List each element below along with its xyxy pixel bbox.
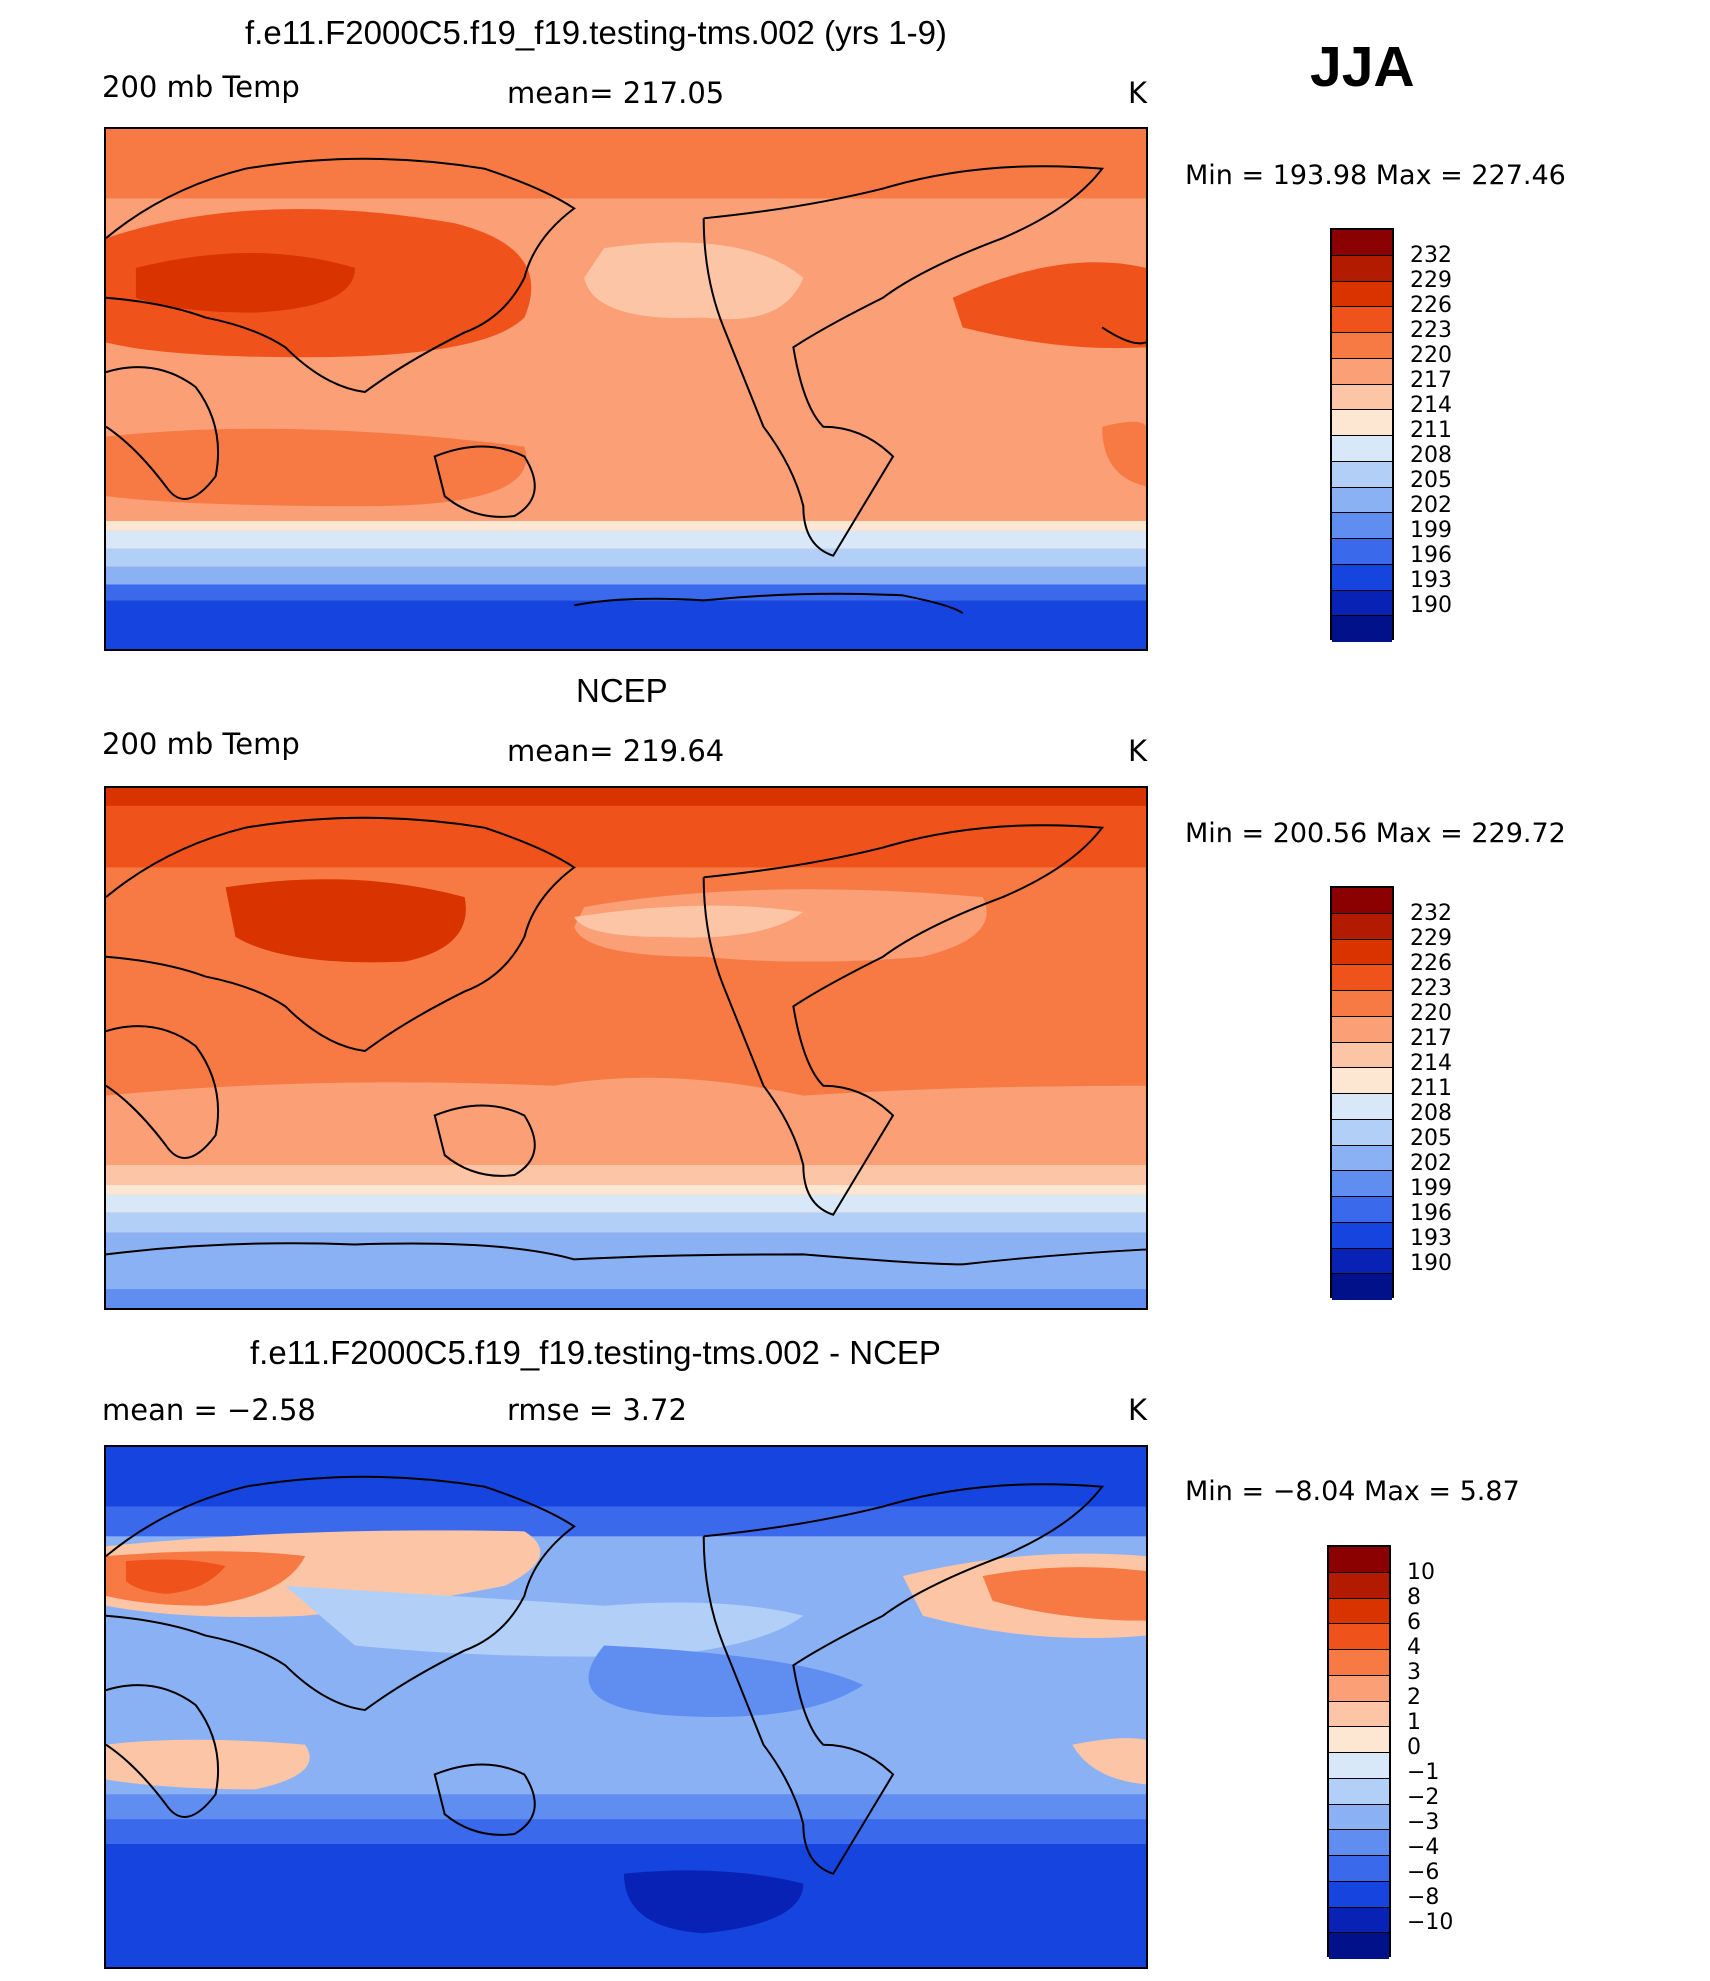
colorbar-tick-label: 220 xyxy=(1410,1001,1452,1026)
warm-core-asia xyxy=(135,253,356,313)
continent-outlines xyxy=(106,816,1146,1266)
panel3-contour-plot xyxy=(106,1447,1146,1967)
panel1-mean-label: mean= 217.05 xyxy=(507,76,725,110)
panel3-minmax: Min = −8.04 Max = 5.87 xyxy=(1185,1476,1520,1507)
colorbar-tick-label: 190 xyxy=(1410,1251,1452,1276)
colorbar-tick-label: −6 xyxy=(1407,1860,1440,1885)
panel3-mean-label: mean = −2.58 xyxy=(102,1393,316,1427)
panel2-colorbar xyxy=(1330,886,1394,1300)
panel3-map xyxy=(104,1445,1148,1969)
colorbar-tick-label: 202 xyxy=(1410,493,1452,518)
colorbar-tick-label: −3 xyxy=(1407,1810,1440,1835)
colorbar-tick-label: 196 xyxy=(1410,543,1452,568)
warm-patch-east xyxy=(1102,421,1146,487)
panel2-units: K xyxy=(1128,734,1148,768)
colorbar-tick-label: −8 xyxy=(1407,1885,1440,1910)
colorbar-tick-label: −1 xyxy=(1407,1760,1440,1785)
colorbar-tick-label: 202 xyxy=(1410,1151,1452,1176)
colorbar-tick-label: 0 xyxy=(1407,1735,1421,1760)
colorbar-tick-label: 214 xyxy=(1410,393,1452,418)
colorbar-tick-label: 232 xyxy=(1410,243,1452,268)
panel3-colorbar-labels: 10 8 6 4 3 2 1 0 −1 −2 −3 −4 −6 −8 −10 xyxy=(1407,1560,1453,1935)
colorbar-tick-label: 223 xyxy=(1410,976,1452,1001)
panel3-colorbar xyxy=(1327,1545,1391,1959)
colorbar-tick-label: 220 xyxy=(1410,343,1452,368)
colorbar-tick-label: 3 xyxy=(1407,1660,1421,1685)
panel1-units: K xyxy=(1128,76,1148,110)
colorbar-tick-label: 4 xyxy=(1407,1635,1421,1660)
temperature-field-220-223 xyxy=(106,129,1146,199)
panel1-colorbar-labels: 232 229 226 223 220 217 214 211 208 205 … xyxy=(1410,243,1452,618)
panel1-contour-plot xyxy=(106,129,1146,649)
colorbar-tick-label: 232 xyxy=(1410,901,1452,926)
colorbar-tick-label: 208 xyxy=(1410,443,1452,468)
colorbar-tick-label: 229 xyxy=(1410,926,1452,951)
panel3-units: K xyxy=(1128,1393,1148,1427)
colorbar-tick-label: 211 xyxy=(1410,1076,1452,1101)
warm-band-southern-subtropics xyxy=(106,428,527,507)
panel2-map xyxy=(104,786,1148,1310)
colorbar-tick-label: 196 xyxy=(1410,1201,1452,1226)
panel2-contour-plot xyxy=(106,788,1146,1308)
panel3-rmse-label: rmse = 3.72 xyxy=(507,1393,687,1427)
colorbar-tick-label: 199 xyxy=(1410,1176,1452,1201)
colorbar-tick-label: 6 xyxy=(1407,1610,1421,1635)
warm-band-atlantic xyxy=(952,262,1146,349)
colorbar-tick-label: −10 xyxy=(1407,1910,1454,1935)
continent-outlines xyxy=(106,1475,1105,1875)
colorbar-tick-label: 226 xyxy=(1410,293,1452,318)
colorbar-tick-label: 214 xyxy=(1410,1051,1452,1076)
colorbar-tick-label: 211 xyxy=(1410,418,1452,443)
colorbar-tick-label: 2 xyxy=(1407,1685,1421,1710)
colorbar-tick-label: 205 xyxy=(1410,1126,1452,1151)
colorbar-tick-label: −2 xyxy=(1407,1785,1440,1810)
panel1-map xyxy=(104,127,1148,651)
panel1-minmax: Min = 193.98 Max = 227.46 xyxy=(1185,160,1566,191)
cool-patch-pacific xyxy=(584,242,804,320)
colorbar-tick-label: −4 xyxy=(1407,1835,1440,1860)
colorbar-tick-label: 217 xyxy=(1410,368,1452,393)
colorbar-tick-label: 217 xyxy=(1410,1026,1452,1051)
colorbar-tick-label: 205 xyxy=(1410,468,1452,493)
colorbar-tick-label: 199 xyxy=(1410,518,1452,543)
colorbar-tick-label: 8 xyxy=(1407,1585,1421,1610)
colorbar-tick-label: 223 xyxy=(1410,318,1452,343)
panel2-title: NCEP xyxy=(576,672,668,709)
colorbar-tick-label: 208 xyxy=(1410,1101,1452,1126)
continent-outlines xyxy=(106,157,1146,615)
season-title: JJA xyxy=(1310,35,1415,99)
colorbar-tick-label: 193 xyxy=(1410,568,1452,593)
panel1-title: f.e11.F2000C5.f19_f19.testing-tms.002 (y… xyxy=(245,14,947,51)
panel3-title: f.e11.F2000C5.f19_f19.testing-tms.002 - … xyxy=(250,1334,941,1371)
colorbar-tick-label: 193 xyxy=(1410,1226,1452,1251)
colorbar-tick-label: 10 xyxy=(1407,1560,1435,1585)
colorbar-tick-label: 190 xyxy=(1410,593,1452,618)
panel1-colorbar xyxy=(1330,228,1394,642)
colorbar-tick-label: 226 xyxy=(1410,951,1452,976)
colorbar-tick-label: 229 xyxy=(1410,268,1452,293)
panel2-minmax: Min = 200.56 Max = 229.72 xyxy=(1185,818,1566,849)
colorbar-tick-label: 1 xyxy=(1407,1710,1421,1735)
panel2-colorbar-labels: 232 229 226 223 220 217 214 211 208 205 … xyxy=(1410,901,1452,1276)
panel2-left-label: 200 mb Temp xyxy=(102,727,300,761)
panel2-mean-label: mean= 219.64 xyxy=(507,734,725,768)
panel1-left-label: 200 mb Temp xyxy=(102,70,300,104)
